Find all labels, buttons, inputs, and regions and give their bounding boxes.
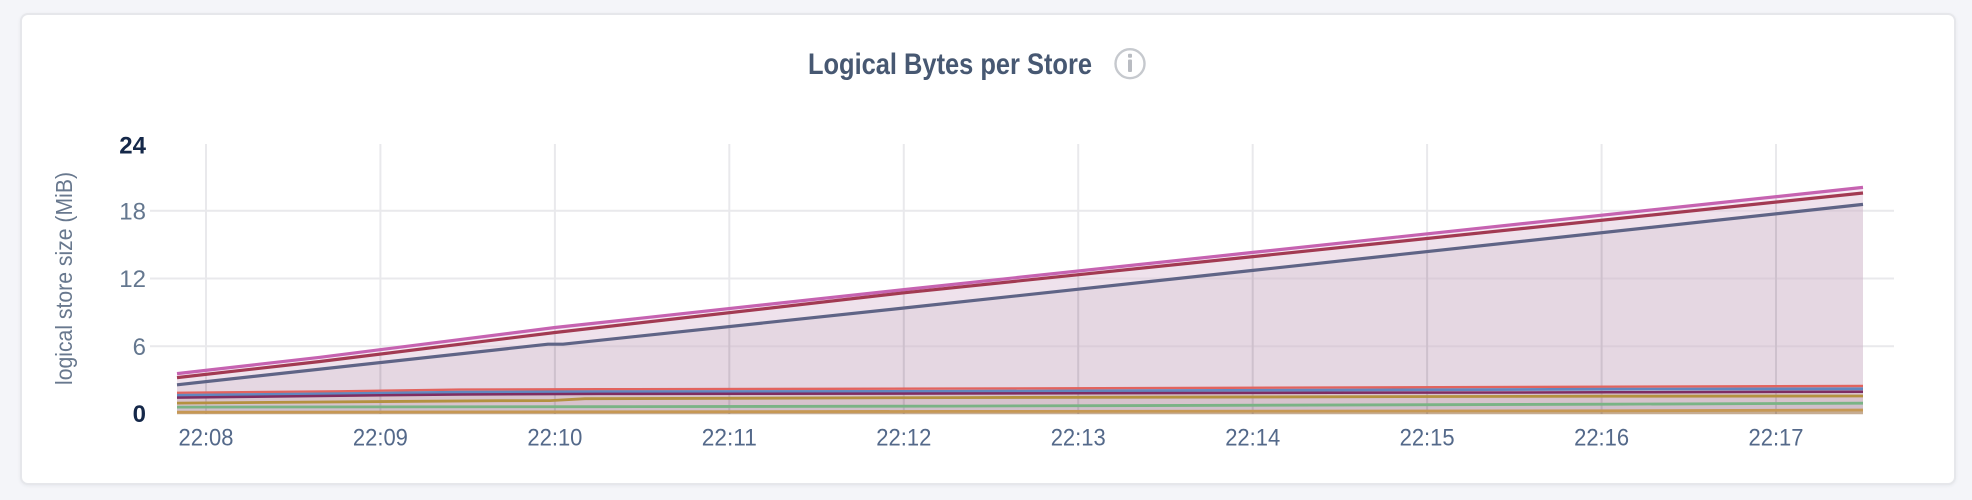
svg-text:6: 6 — [133, 334, 146, 361]
svg-text:18: 18 — [119, 198, 146, 225]
svg-text:22:13: 22:13 — [1051, 425, 1106, 452]
svg-text:22:15: 22:15 — [1400, 425, 1455, 452]
svg-text:22:16: 22:16 — [1574, 425, 1629, 452]
svg-text:logical store size (MiB): logical store size (MiB) — [51, 172, 77, 385]
svg-text:22:17: 22:17 — [1749, 425, 1804, 452]
svg-text:22:08: 22:08 — [179, 425, 234, 452]
svg-text:Logical Bytes per Store: Logical Bytes per Store — [808, 48, 1092, 81]
svg-text:22:11: 22:11 — [702, 425, 757, 452]
svg-text:22:10: 22:10 — [527, 425, 582, 452]
svg-text:22:12: 22:12 — [876, 425, 931, 452]
svg-text:22:09: 22:09 — [353, 425, 408, 452]
svg-text:22:14: 22:14 — [1225, 425, 1280, 452]
svg-text:24: 24 — [119, 133, 146, 160]
svg-text:12: 12 — [119, 266, 146, 293]
svg-text:0: 0 — [133, 401, 146, 428]
